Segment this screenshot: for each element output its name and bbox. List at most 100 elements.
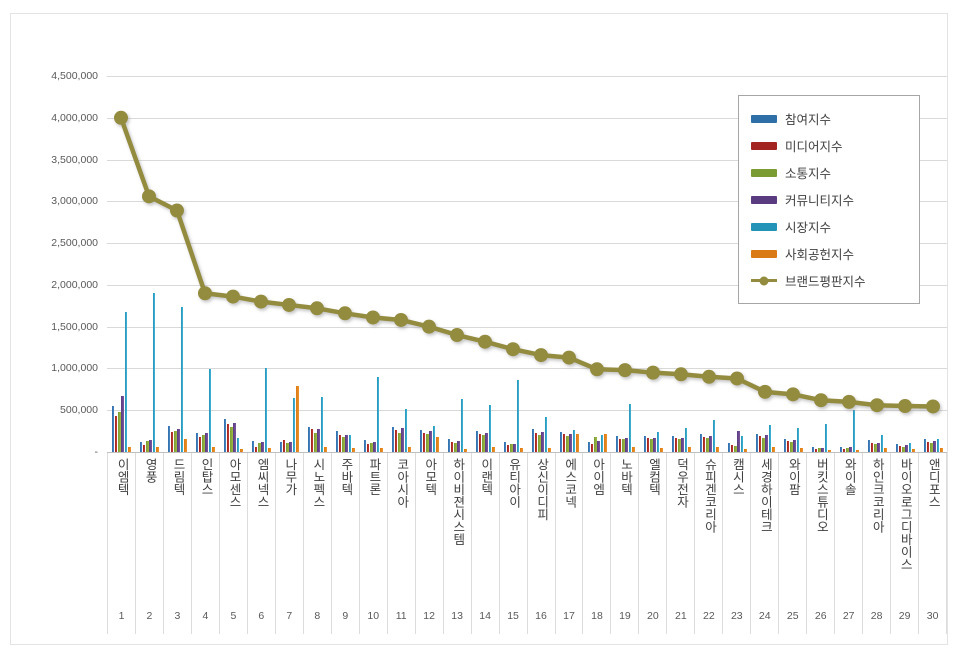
x-axis-category-text: 와이솔 xyxy=(842,458,857,496)
legend-item-0[interactable]: 참여지수 xyxy=(751,105,909,132)
legend-color-swatch xyxy=(751,195,777,204)
x-axis-cell: 하이비젼시스템 13 xyxy=(442,453,471,634)
bar-2 xyxy=(426,434,429,452)
bar-1 xyxy=(534,432,538,452)
bar-5 xyxy=(855,449,859,452)
bar-group xyxy=(415,76,443,452)
bar-2 xyxy=(482,435,485,452)
x-axis-category-text: 드림텍 xyxy=(171,458,186,496)
bar-5 xyxy=(435,436,439,452)
bar-5 xyxy=(183,439,187,452)
bar-2 xyxy=(622,439,625,452)
bar-0 xyxy=(671,436,675,452)
bar-4 xyxy=(348,435,352,452)
bar-1 xyxy=(590,444,594,452)
bar-4 xyxy=(180,307,184,452)
x-axis-category-text: 이랜텍 xyxy=(478,458,493,496)
bar-0 xyxy=(167,426,171,452)
legend-item-label: 브랜드평판지수 xyxy=(785,275,866,289)
legend-item-5[interactable]: 사회공헌지수 xyxy=(751,240,909,267)
bar-group xyxy=(583,76,611,452)
legend-item-label: 미디어지수 xyxy=(785,140,843,154)
x-axis-category-text: 상신이디피 xyxy=(534,458,549,521)
bar-3 xyxy=(345,435,348,452)
x-axis-cell: 슈피겐코리아 22 xyxy=(694,453,722,634)
x-axis-rank-label: 7 xyxy=(286,610,293,622)
bar-1 xyxy=(702,436,706,452)
x-axis-category-label: 하인크코리아 xyxy=(863,458,890,533)
bar-group xyxy=(639,76,667,452)
bar-4 xyxy=(320,396,324,452)
bar-5 xyxy=(911,448,915,452)
bar-4 xyxy=(432,426,436,452)
bar-4 xyxy=(600,435,604,452)
bar-5 xyxy=(127,447,131,452)
x-axis-category-label: 바이오로그디바이스 xyxy=(891,458,918,571)
bar-1 xyxy=(674,437,678,452)
bar-3 xyxy=(793,440,796,452)
x-axis-rank-label: 11 xyxy=(395,610,407,622)
bar-3 xyxy=(429,431,432,452)
bar-1 xyxy=(646,437,650,452)
bar-5 xyxy=(603,434,607,452)
bar-1 xyxy=(422,432,426,452)
bar-4 xyxy=(488,405,492,452)
bar-0 xyxy=(727,442,731,452)
x-axis-cell: 파트론 10 xyxy=(358,453,387,634)
x-axis-rank-label: 17 xyxy=(563,610,575,622)
bar-3 xyxy=(709,436,712,452)
bar-0 xyxy=(279,441,283,452)
bar-4 xyxy=(264,368,268,452)
bar-4 xyxy=(152,293,156,452)
bar-0 xyxy=(615,436,619,452)
gridline xyxy=(107,76,947,77)
x-axis-rank-label: 13 xyxy=(451,610,463,622)
bar-4 xyxy=(124,311,128,452)
y-axis-tick-label: 3,000,000 xyxy=(51,195,98,208)
bar-4 xyxy=(656,431,660,452)
legend-item-6[interactable]: 브랜드평판지수 xyxy=(751,267,909,294)
x-axis-category-label: 드림텍 xyxy=(164,458,191,496)
bar-0 xyxy=(839,447,843,452)
legend-item-4[interactable]: 시장지수 xyxy=(751,213,909,240)
bar-2 xyxy=(202,435,205,452)
bar-0 xyxy=(139,441,143,452)
y-axis-tick-label: 2,000,000 xyxy=(51,278,98,291)
legend-item-2[interactable]: 소통지수 xyxy=(751,159,909,186)
bar-5 xyxy=(211,447,215,452)
bar-4 xyxy=(572,430,576,452)
x-axis-category-text: 엠씨넥스 xyxy=(254,458,269,508)
bar-group xyxy=(555,76,583,452)
bar-4 xyxy=(684,427,688,452)
bar-3 xyxy=(177,428,180,452)
x-axis-category-text: 영풍 xyxy=(143,458,158,483)
x-axis-rank-label: 1 xyxy=(118,610,125,622)
bar-5 xyxy=(799,447,803,452)
bar-group xyxy=(443,76,471,452)
legend-item-3[interactable]: 커뮤니티지수 xyxy=(751,186,909,213)
legend-item-1[interactable]: 미디어지수 xyxy=(751,132,909,159)
x-axis-cell: 캠시스 23 xyxy=(722,453,750,634)
bar-group xyxy=(723,76,751,452)
bar-5 xyxy=(575,434,579,452)
x-axis-cell: 아모텍 12 xyxy=(414,453,443,634)
bar-4 xyxy=(628,403,632,452)
bar-5 xyxy=(267,447,271,452)
x-axis-category-label: 아모센스 xyxy=(220,458,247,508)
x-axis-cell: 노바텍 19 xyxy=(610,453,638,634)
bar-group xyxy=(611,76,639,452)
bar-1 xyxy=(786,441,790,452)
bar-3 xyxy=(149,440,152,452)
bar-1 xyxy=(282,440,286,452)
x-axis-rank-label: 22 xyxy=(702,610,715,622)
bar-4 xyxy=(768,425,772,452)
x-axis-rank-label: 12 xyxy=(423,610,435,622)
bar-3 xyxy=(485,432,488,452)
bar-3 xyxy=(877,442,880,452)
bar-5 xyxy=(631,447,635,452)
bar-group xyxy=(275,76,303,452)
bar-2 xyxy=(678,439,681,452)
x-axis-category-label: 노바텍 xyxy=(611,458,638,496)
bar-3 xyxy=(205,432,208,452)
x-axis-category-label: 주바텍 xyxy=(332,458,359,496)
